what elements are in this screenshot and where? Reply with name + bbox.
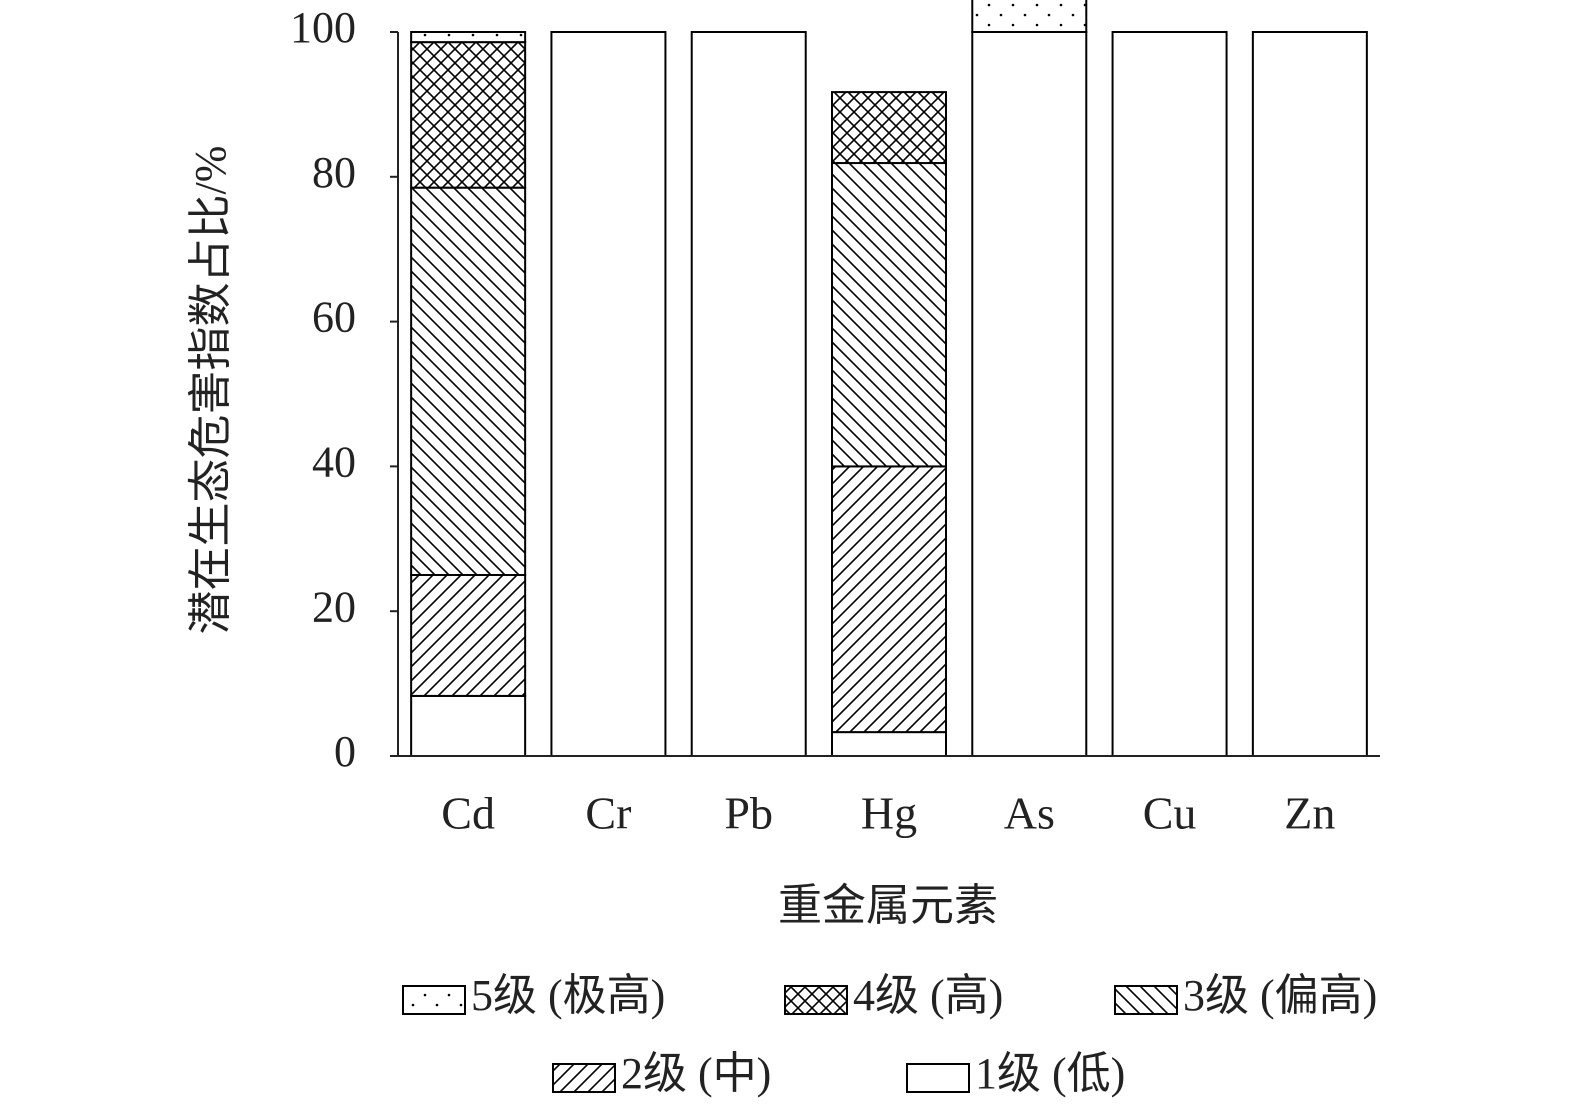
legend-label: 3级 (偏高) [1183, 971, 1377, 1020]
y-tick-label: 60 [312, 293, 356, 342]
legend-swatch [402, 985, 466, 1015]
bar-segment [410, 41, 527, 189]
bar-segment [831, 465, 947, 734]
legend-label: 2级 (中) [621, 1049, 771, 1098]
x-tick-label: As [1004, 788, 1055, 839]
bar-segment [550, 31, 667, 757]
y-axis-title: 潜在生态危害指数占比/% [186, 146, 235, 635]
bar-segment [410, 574, 527, 697]
x-tick-label: Cu [1143, 788, 1197, 839]
legend-swatch [784, 985, 848, 1015]
bar-segment [410, 31, 527, 44]
y-tick-label: 100 [290, 3, 356, 52]
bar-segment [410, 186, 527, 576]
bar-segment [690, 31, 807, 757]
y-tick-label: 0 [334, 727, 356, 776]
legend-label: 1级 (低) [975, 1049, 1125, 1098]
bar-segment [410, 694, 527, 758]
x-tick-label: Pb [724, 788, 773, 839]
bar-segment [971, 0, 1088, 33]
bar-segment [971, 31, 1088, 757]
y-tick-label: 40 [312, 437, 356, 486]
y-tick-label: 20 [312, 582, 356, 631]
x-tick-label: Hg [861, 788, 917, 839]
bar-segment [1111, 31, 1228, 757]
bar-segment [831, 731, 947, 757]
x-axis-title: 重金属元素 [778, 881, 998, 930]
legend-label: 5级 (极高) [471, 971, 665, 1020]
bar-segment [831, 162, 947, 468]
legend-swatch [906, 1063, 970, 1093]
y-tick-label: 80 [312, 148, 356, 197]
bar-segment [1251, 31, 1368, 757]
legend-swatch [1114, 985, 1178, 1015]
bar-segment [831, 91, 947, 165]
x-tick-label: Zn [1284, 788, 1335, 839]
x-tick-label: Cr [585, 788, 631, 839]
legend-swatch [552, 1063, 616, 1093]
legend-label: 4级 (高) [853, 971, 1003, 1020]
x-tick-label: Cd [441, 788, 495, 839]
